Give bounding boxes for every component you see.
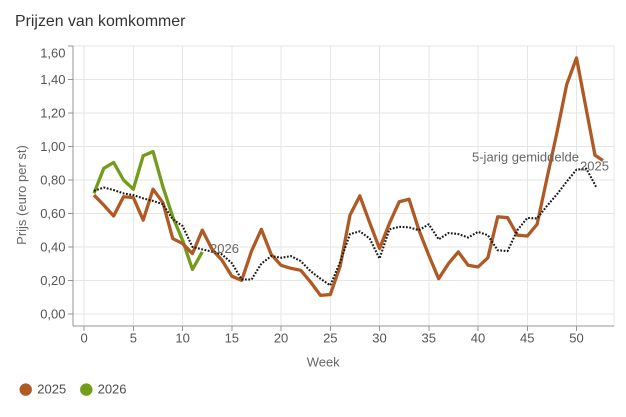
svg-text:25: 25	[323, 331, 337, 346]
svg-text:10: 10	[175, 331, 189, 346]
svg-text:1,20: 1,20	[40, 106, 65, 121]
svg-text:0: 0	[80, 331, 87, 346]
svg-text:2026: 2026	[98, 382, 127, 397]
svg-text:20: 20	[274, 331, 288, 346]
svg-text:50: 50	[569, 331, 583, 346]
svg-text:40: 40	[471, 331, 485, 346]
svg-text:Week: Week	[307, 355, 340, 370]
svg-text:0,40: 0,40	[40, 240, 65, 255]
svg-text:35: 35	[422, 331, 436, 346]
svg-text:0,80: 0,80	[40, 173, 65, 188]
svg-text:45: 45	[520, 331, 534, 346]
svg-text:1,60: 1,60	[40, 45, 65, 60]
svg-text:0,60: 0,60	[40, 206, 65, 221]
svg-text:1,00: 1,00	[40, 139, 65, 154]
svg-text:2026: 2026	[210, 241, 239, 256]
svg-text:5-jarig gemiddelde: 5-jarig gemiddelde	[472, 150, 579, 165]
svg-text:Prijzen van komkommer: Prijzen van komkommer	[15, 13, 186, 30]
svg-text:2025: 2025	[580, 159, 609, 174]
svg-text:0,20: 0,20	[40, 273, 65, 288]
svg-text:30: 30	[372, 331, 386, 346]
svg-text:15: 15	[225, 331, 239, 346]
svg-text:0,00: 0,00	[40, 306, 65, 321]
svg-text:5: 5	[130, 331, 137, 346]
svg-text:Prijs (euro per st): Prijs (euro per st)	[14, 145, 29, 245]
svg-text:2025: 2025	[37, 382, 66, 397]
svg-text:1,40: 1,40	[40, 72, 65, 87]
